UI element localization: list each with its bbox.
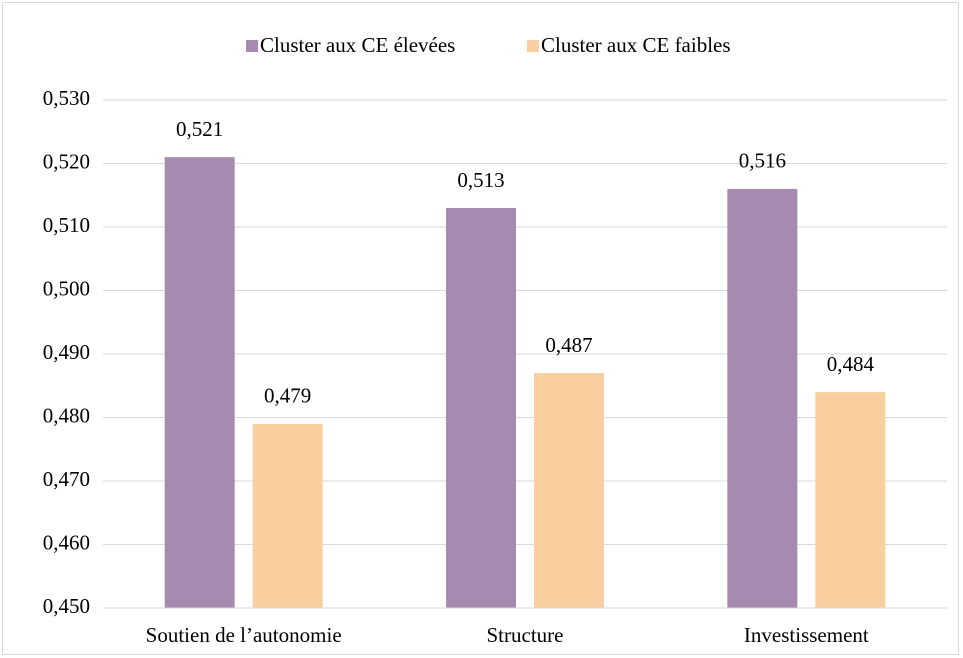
x-tick-label: Structure <box>487 623 564 647</box>
bar <box>252 423 323 608</box>
data-label: 0,487 <box>545 333 592 357</box>
legend-swatch <box>527 40 539 52</box>
bar <box>164 157 235 608</box>
y-tick-label: 0,450 <box>43 594 90 618</box>
x-tick-label: Soutien de l’autonomie <box>146 623 342 647</box>
y-tick-label: 0,510 <box>43 213 90 237</box>
y-tick-label: 0,460 <box>43 530 90 554</box>
x-tick-label: Investissement <box>744 623 869 647</box>
bar <box>815 392 886 608</box>
y-tick-label: 0,470 <box>43 467 90 491</box>
data-label: 0,484 <box>827 352 875 376</box>
y-tick-label: 0,480 <box>43 403 90 427</box>
data-label: 0,521 <box>176 117 223 141</box>
data-label: 0,513 <box>457 168 504 192</box>
y-tick-label: 0,490 <box>43 340 90 364</box>
y-tick-label: 0,520 <box>43 149 90 173</box>
data-label: 0,516 <box>739 149 786 173</box>
y-tick-label: 0,500 <box>43 276 90 300</box>
data-label: 0,479 <box>264 384 311 408</box>
bar <box>727 188 798 608</box>
legend-label: Cluster aux CE élevées <box>260 33 455 57</box>
bar <box>534 373 604 608</box>
bar <box>446 207 516 608</box>
y-tick-label: 0,530 <box>43 86 90 110</box>
legend-label: Cluster aux CE faibles <box>541 33 731 57</box>
legend-swatch <box>246 40 258 52</box>
